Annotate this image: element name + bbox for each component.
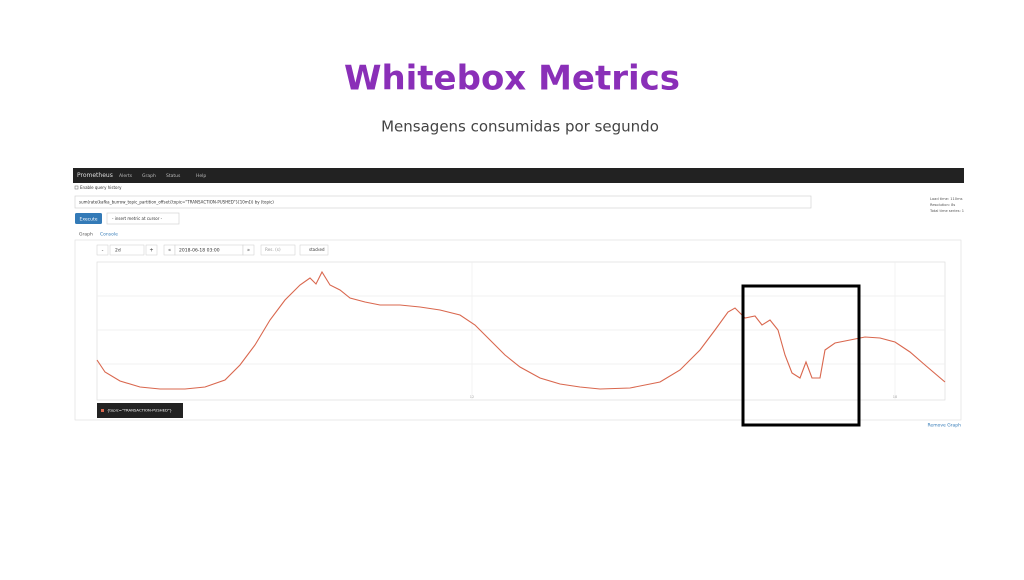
execute-button[interactable] — [75, 213, 102, 224]
range-value: 2d — [115, 248, 121, 254]
plot — [96, 261, 946, 401]
resolution-input[interactable] — [260, 244, 296, 256]
stat: Resolution: 8s — [930, 203, 955, 207]
nav-link[interactable]: Alerts — [119, 173, 133, 179]
time-forward[interactable] — [242, 244, 255, 256]
legend — [97, 403, 183, 418]
range-input[interactable] — [109, 244, 145, 256]
slide-subtitle: Mensagens consumidas por segundo — [381, 118, 659, 136]
range-minus[interactable] — [96, 244, 109, 256]
legend-swatch — [101, 409, 104, 412]
slide-title: Whitebox Metrics — [344, 59, 680, 99]
navbar — [73, 168, 964, 183]
checkbox[interactable] — [74, 185, 79, 190]
query-input[interactable] — [74, 195, 812, 209]
end-time: 2018-06-18 03:00 — [179, 248, 220, 254]
range-plus-label: + — [149, 248, 153, 254]
highlight-box — [741, 284, 861, 427]
tab[interactable]: Graph — [79, 232, 93, 238]
nav-link[interactable]: Status — [166, 173, 181, 179]
query-text: sum(rate(kafka_burrow_topic_partition_of… — [79, 200, 274, 205]
stat: Load time: 110ms — [930, 197, 963, 201]
nav-link[interactable]: Help — [196, 173, 206, 179]
resolution-placeholder: Res. (s) — [265, 247, 281, 252]
brand[interactable]: Prometheus — [77, 172, 113, 179]
nav-link[interactable]: Graph — [142, 173, 156, 179]
x-tick-label: 12 — [470, 395, 474, 399]
history-label: Enable query history — [80, 185, 122, 190]
stat: Total time series: 1 — [929, 209, 964, 213]
range-minus-label: - — [102, 248, 104, 254]
plot-area — [96, 261, 946, 401]
execute-label: Execute — [80, 217, 98, 223]
time-forward-label: » — [247, 248, 250, 254]
stacked-label: stacked — [309, 247, 325, 252]
metric-select[interactable] — [106, 212, 180, 225]
range-plus[interactable] — [145, 244, 158, 256]
legend-label: {topic="TRANSACTION-PUSHED"} — [107, 408, 172, 413]
x-tick-label: 18 — [893, 395, 897, 399]
time-back-label: « — [168, 248, 171, 254]
metric-select-label: - insert metric at cursor - — [112, 216, 163, 221]
remove-graph[interactable]: Remove Graph — [928, 423, 962, 429]
series-line — [96, 270, 946, 390]
tab[interactable]: Console — [100, 232, 118, 238]
stacked-button[interactable] — [299, 244, 329, 256]
